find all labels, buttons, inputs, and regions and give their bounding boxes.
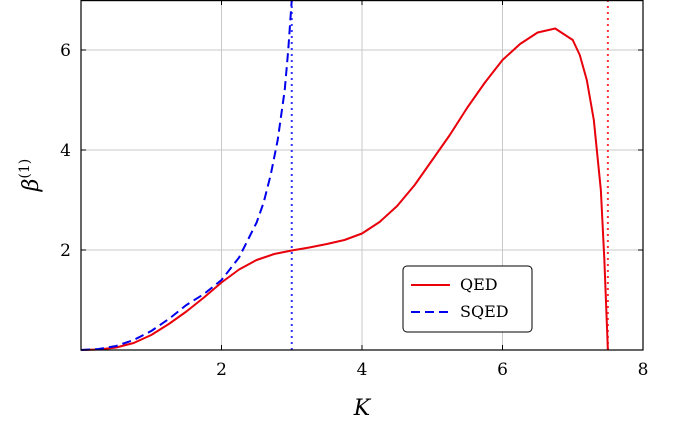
x-tick-label: 6: [497, 360, 508, 380]
y-tick-label: 6: [60, 41, 71, 61]
series-group: [80, 0, 609, 351]
legend: QED SQED: [402, 265, 533, 333]
tick-labels: 2 4 6 8 2 4 6: [60, 0, 648, 380]
y-tick-label: 4: [60, 141, 71, 161]
series-line-sqed: [80, 0, 293, 351]
asymptote-lines: [290, 0, 609, 350]
legend-box: [402, 265, 533, 333]
y-axis-label-sup: (1): [17, 159, 33, 179]
series-line-qed: [80, 27, 609, 351]
svg-text:β(1): β(1): [17, 159, 44, 193]
grid: [81, 0, 643, 350]
y-tick-label: 2: [60, 241, 71, 261]
x-tick-label: 8: [638, 360, 649, 380]
x-tick-label: 4: [357, 360, 368, 380]
x-tick-label: 2: [216, 360, 227, 380]
y-axis-label-main: β: [19, 179, 44, 193]
y-axis-label: β(1): [17, 159, 44, 193]
legend-label-qed: QED: [460, 275, 498, 294]
legend-label-sqed: SQED: [460, 302, 509, 321]
x-axis-label: K: [353, 396, 372, 421]
